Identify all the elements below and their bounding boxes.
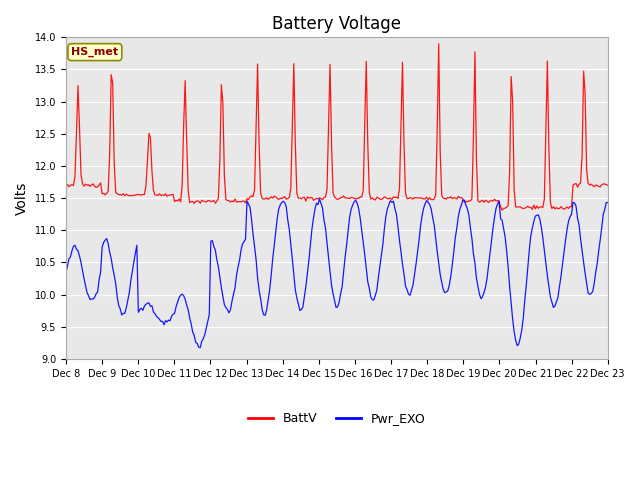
Title: Battery Voltage: Battery Voltage bbox=[273, 15, 401, 33]
Text: HS_met: HS_met bbox=[71, 47, 118, 57]
Y-axis label: Volts: Volts bbox=[15, 181, 29, 215]
Legend: BattV, Pwr_EXO: BattV, Pwr_EXO bbox=[243, 407, 431, 430]
